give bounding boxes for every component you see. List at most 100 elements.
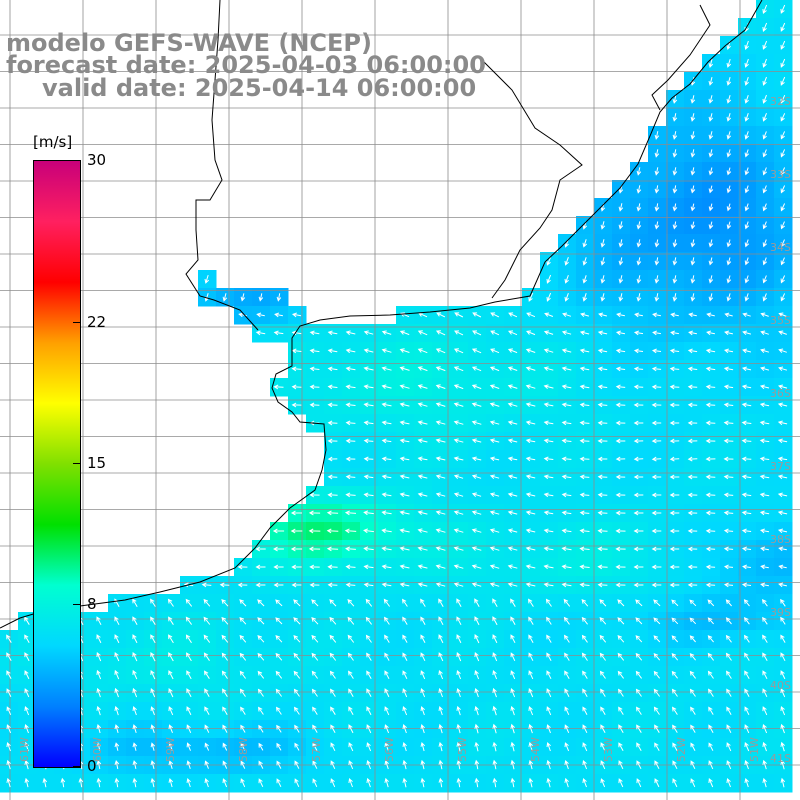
wind-arrow — [399, 420, 410, 426]
wind-arrow — [741, 366, 752, 372]
wind-arrow — [492, 687, 497, 698]
wind-arrow — [561, 564, 572, 570]
wind-arrow — [690, 113, 696, 122]
wind-arrow — [651, 564, 662, 570]
wind-arrow — [474, 634, 480, 644]
wind-arrow — [309, 402, 320, 408]
wind-arrow — [706, 330, 716, 336]
wind-arrow — [222, 760, 228, 769]
wind-arrow — [561, 348, 572, 353]
wind-arrow — [543, 474, 554, 480]
wind-arrow — [600, 742, 606, 752]
wind-arrow — [599, 599, 607, 607]
wind-arrow — [42, 777, 48, 788]
wind-arrow — [706, 312, 715, 318]
wind-arrow — [777, 402, 788, 408]
wind-arrow — [420, 670, 426, 680]
wind-arrow — [185, 616, 193, 625]
wind-arrow — [762, 40, 768, 50]
wind-arrow — [327, 348, 338, 354]
wind-arrow — [384, 724, 390, 734]
wind-arrow — [472, 312, 482, 318]
wind-arrow — [690, 257, 696, 266]
wind-arrow — [636, 706, 642, 715]
wind-arrow — [762, 652, 768, 661]
wind-arrow — [744, 778, 749, 788]
wind-arrow — [399, 582, 410, 588]
wind-arrow — [381, 402, 392, 408]
wind-arrow — [438, 652, 444, 662]
wind-arrow — [742, 312, 751, 318]
wind-arrow — [510, 652, 516, 662]
wind-arrow — [492, 723, 497, 734]
wind-arrow — [435, 546, 446, 551]
wind-arrow — [723, 528, 734, 534]
wind-arrow — [672, 778, 678, 788]
wind-arrow — [456, 777, 462, 788]
wind-arrow — [150, 616, 156, 625]
latitude-label: 33S — [770, 168, 791, 181]
wind-arrow — [381, 564, 392, 570]
wind-arrow — [384, 652, 390, 661]
wind-arrow — [546, 688, 552, 698]
wind-arrow — [490, 312, 500, 318]
wind-arrow — [726, 706, 732, 715]
wind-arrow — [690, 167, 696, 176]
wind-arrow — [186, 777, 191, 788]
wind-arrow — [345, 564, 356, 570]
wind-arrow — [294, 706, 300, 715]
wind-arrow — [654, 167, 660, 176]
wind-arrow — [291, 312, 302, 318]
wind-arrow — [597, 492, 608, 498]
wind-arrow — [186, 760, 191, 769]
wind-arrow — [618, 293, 624, 302]
wind-arrow — [780, 185, 786, 194]
wind-arrow — [327, 402, 338, 408]
wind-arrow — [150, 760, 156, 770]
wind-arrow — [653, 670, 660, 679]
wind-arrow — [294, 760, 300, 769]
wind-arrow — [760, 312, 769, 317]
wind-arrow — [132, 742, 138, 751]
wind-arrow — [399, 366, 410, 371]
wind-arrow — [150, 651, 156, 662]
wind-arrow — [168, 670, 174, 680]
wind-arrow — [510, 741, 515, 752]
wind-arrow — [291, 402, 302, 408]
wind-arrow — [635, 670, 642, 679]
wind-arrow — [581, 616, 588, 625]
wind-arrow — [654, 131, 660, 140]
wind-arrow — [345, 546, 356, 552]
wind-arrow — [528, 741, 533, 752]
wind-arrow — [617, 617, 625, 625]
wind-arrow — [618, 203, 624, 212]
wind-arrow — [420, 706, 425, 716]
wind-arrow — [777, 420, 788, 426]
wind-arrow — [312, 724, 318, 733]
wind-arrow — [581, 652, 588, 661]
wind-arrow — [420, 652, 426, 662]
wind-arrow — [420, 759, 426, 770]
wind-arrow — [344, 510, 357, 516]
wind-arrow — [633, 420, 644, 426]
wind-arrow — [690, 149, 696, 158]
wind-arrow — [381, 366, 392, 371]
wind-arrow — [507, 438, 518, 444]
wind-arrow — [633, 546, 644, 552]
wind-arrow — [309, 564, 320, 570]
wind-arrow — [561, 420, 572, 426]
wind-arrow — [651, 456, 662, 462]
wind-arrow — [507, 582, 518, 587]
wind-arrow — [687, 456, 698, 462]
wind-arrow — [778, 564, 787, 570]
wind-arrow — [618, 257, 624, 266]
wind-arrow — [705, 582, 716, 588]
wind-arrow — [525, 366, 536, 371]
wind-arrow — [420, 723, 425, 734]
wind-arrow — [6, 724, 12, 734]
wind-arrow — [363, 456, 374, 462]
wind-arrow — [290, 510, 302, 516]
wind-arrow — [327, 456, 338, 462]
wind-arrow — [598, 312, 608, 318]
wind-arrow — [474, 741, 480, 752]
